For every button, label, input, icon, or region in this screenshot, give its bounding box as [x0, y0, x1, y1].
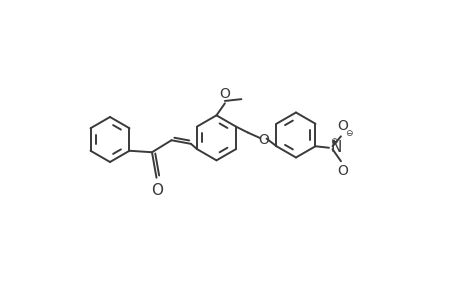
Text: O: O: [219, 87, 230, 101]
Text: ⊕: ⊕: [330, 137, 337, 146]
Text: O: O: [336, 119, 347, 133]
Text: O: O: [257, 133, 269, 146]
Text: O: O: [336, 164, 347, 178]
Text: O: O: [151, 183, 163, 198]
Text: ⊖: ⊖: [345, 129, 352, 138]
Text: N: N: [330, 140, 341, 155]
